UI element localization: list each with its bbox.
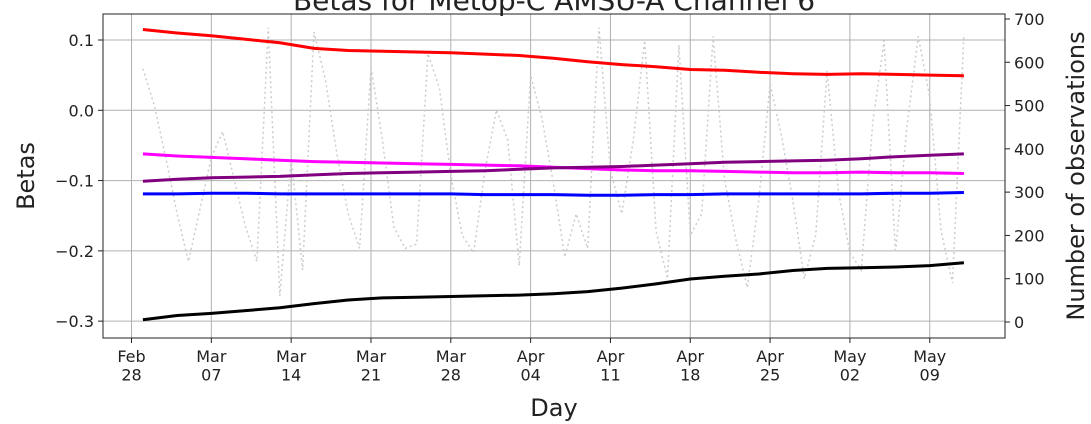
x-axis-label: Day xyxy=(530,394,577,422)
y2-tick-label: 400 xyxy=(1014,140,1045,159)
y-tick-label: −0.1 xyxy=(55,172,94,191)
y-tick-label: −0.3 xyxy=(55,312,94,331)
x-tick-label: Mar 14 xyxy=(276,347,307,384)
y-tick-label: −0.2 xyxy=(55,242,94,261)
y2-tick-label: 200 xyxy=(1014,226,1045,245)
y2-tick-label: 600 xyxy=(1014,53,1045,72)
y2-tick-label: 300 xyxy=(1014,183,1045,202)
x-tick-label: Mar 21 xyxy=(356,347,387,384)
x-tick-label: Apr 11 xyxy=(597,347,625,384)
y-axis-label: Betas xyxy=(12,142,40,210)
y2-tick-label: 0 xyxy=(1014,313,1024,332)
series-line xyxy=(142,27,965,297)
x-tick-label: Apr 25 xyxy=(756,347,784,384)
x-tick-label: Mar 28 xyxy=(436,347,467,384)
plot-frame xyxy=(102,13,1006,339)
y-tick-label: 0.0 xyxy=(69,101,94,120)
series-line xyxy=(142,152,964,183)
series-line xyxy=(142,191,964,197)
y-tick-label: 0.1 xyxy=(69,31,94,50)
series-line xyxy=(142,261,965,322)
x-tick-label: Mar 07 xyxy=(196,347,227,384)
x-tick-label: May 02 xyxy=(833,347,866,384)
series-line xyxy=(142,28,964,78)
x-tick-label: Feb 28 xyxy=(117,347,145,384)
y2-tick-label: 700 xyxy=(1014,10,1045,29)
x-tick-label: Apr 18 xyxy=(676,347,704,384)
chart-title: Betas for Metop-C AMSU-A Channel 6 xyxy=(293,0,815,17)
x-tick-label: Apr 04 xyxy=(517,347,545,384)
y2-axis-label: Number of observations xyxy=(1062,31,1090,320)
series-line xyxy=(142,152,964,175)
x-tick-label: May 09 xyxy=(913,347,946,384)
y2-tick-label: 500 xyxy=(1014,97,1045,116)
y2-tick-label: 100 xyxy=(1014,270,1045,289)
